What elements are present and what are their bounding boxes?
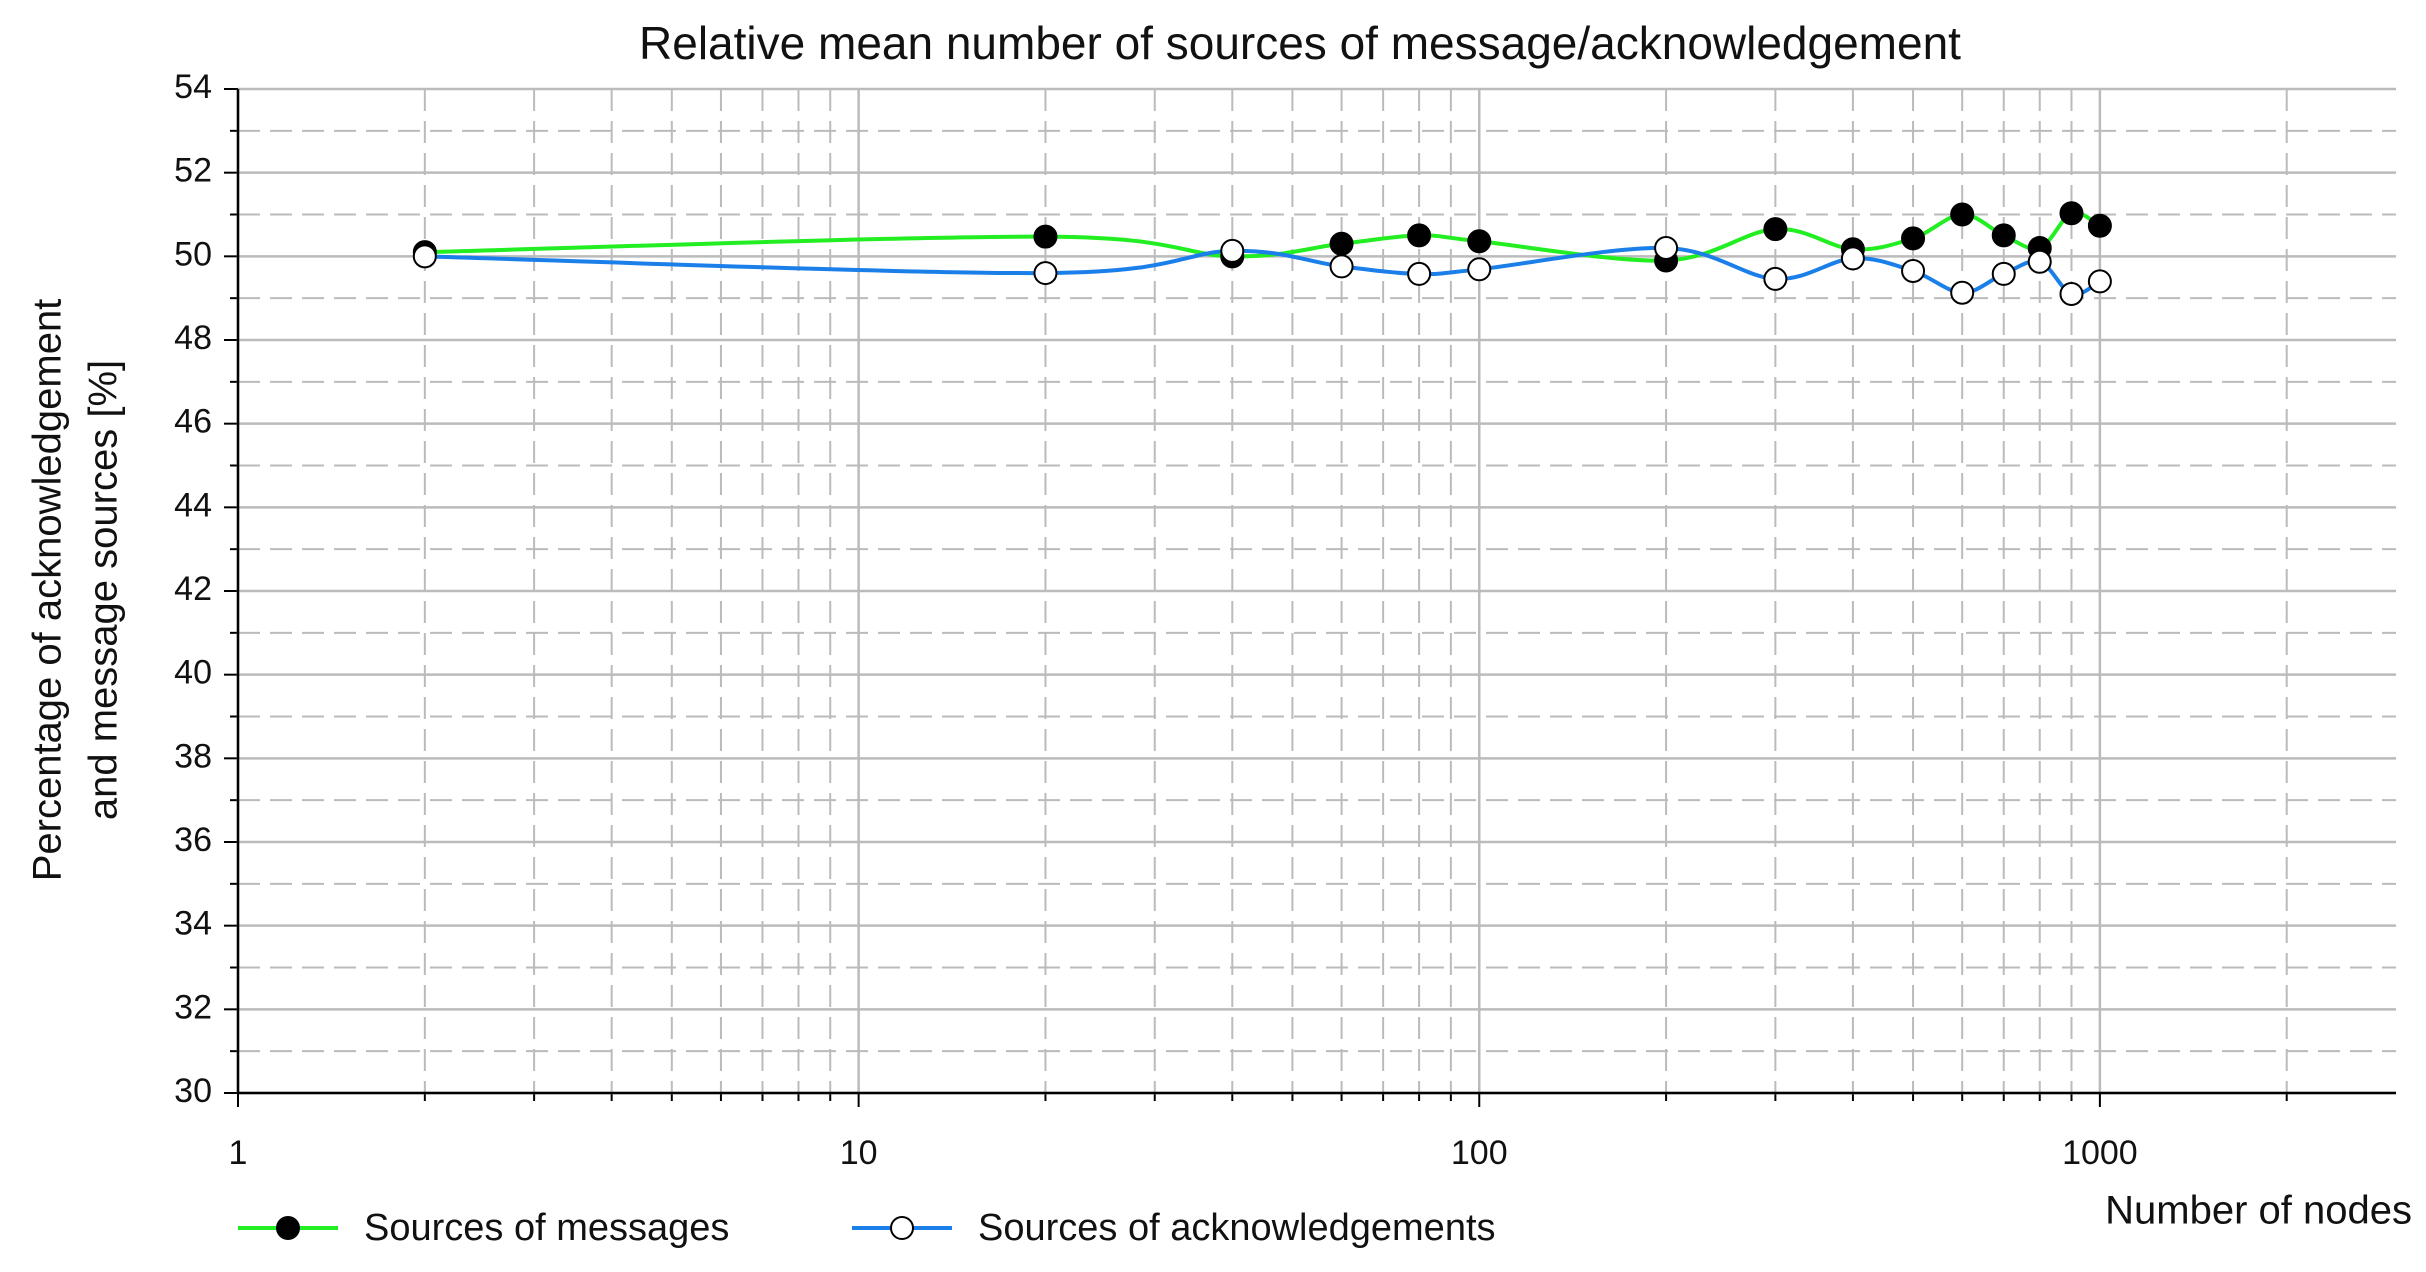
data-point [1407,261,1432,286]
y-tick-label: 48 [174,319,212,357]
y-tick-label: 46 [174,403,212,441]
y-tick-label: 34 [174,905,212,943]
y-axis-label: and message sources [%] [82,360,126,820]
data-point [1763,217,1788,242]
data-point [2059,201,2084,226]
y-tick-label: 30 [174,1072,212,1110]
x-tick-label: 10 [840,1134,878,1172]
legend-marker [890,1216,914,1240]
data-point [1033,224,1058,249]
data-point [2087,269,2112,294]
y-tick-label: 54 [174,68,212,106]
y-axis-label: Percentage of acknowledgement [26,299,70,882]
data-point [412,244,437,269]
data-point [1901,258,1926,283]
data-point [1950,202,1975,227]
data-point [1407,223,1432,248]
data-point [1991,223,2016,248]
y-tick-label: 36 [174,821,212,859]
data-point [1329,231,1354,256]
data-point [1950,280,1975,305]
y-tick-label: 44 [174,486,212,524]
y-tick-label: 32 [174,988,212,1026]
data-point [2087,213,2112,238]
data-point [1467,229,1492,254]
data-point [2059,281,2084,306]
data-point [1329,254,1354,279]
x-tick-label: 1 [229,1134,248,1172]
y-tick-label: 40 [174,654,212,692]
legend-label: Sources of messages [364,1207,729,1249]
legend-label: Sources of acknowledgements [978,1207,1496,1249]
y-tick-label: 38 [174,737,212,775]
legend-marker [276,1216,300,1240]
x-tick-label: 1000 [2062,1134,2138,1172]
data-point [1991,261,2016,286]
data-point [1763,266,1788,291]
x-axis-label: Number of nodes [2105,1189,2412,1233]
data-point [1467,257,1492,282]
data-point [1220,238,1245,263]
y-tick-label: 50 [174,235,212,273]
data-point [2027,249,2052,274]
y-tick-label: 52 [174,152,212,190]
x-tick-label: 100 [1451,1134,1508,1172]
data-point [1654,235,1679,260]
data-point [1840,246,1865,271]
data-point [1033,261,1058,286]
y-tick-label: 42 [174,570,212,608]
chart-title: Relative mean number of sources of messa… [639,17,1961,69]
data-point [1901,226,1926,251]
